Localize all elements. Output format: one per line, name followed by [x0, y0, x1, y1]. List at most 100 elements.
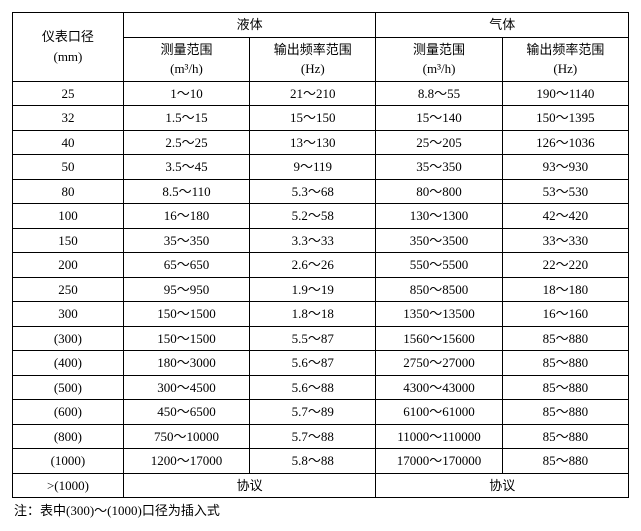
cell: (800) [13, 424, 124, 449]
cell: 93～930 [502, 155, 628, 180]
cell: 80 [13, 179, 124, 204]
cell: 6100～61000 [376, 400, 502, 425]
cell: 85～880 [502, 375, 628, 400]
cell: (500) [13, 375, 124, 400]
cell: 2750～27000 [376, 351, 502, 376]
table-row: (400)180～30005.6～872750～2700085～880 [13, 351, 629, 376]
spec-table: 仪表口径 (mm) 液体 气体 测量范围 (m³/h) 输出频率范围 (Hz) … [12, 12, 629, 498]
cell: 180～3000 [123, 351, 249, 376]
cell: 25 [13, 81, 124, 106]
cell: 8.8～55 [376, 81, 502, 106]
table-row: (800)750～100005.7～8811000～11000085～880 [13, 424, 629, 449]
table-row: (500)300～45005.6～884300～4300085～880 [13, 375, 629, 400]
header-range-label: 测量范围 [413, 42, 465, 57]
cell: 95～950 [123, 277, 249, 302]
cell: 21～210 [250, 81, 376, 106]
cell: 450～6500 [123, 400, 249, 425]
cell: 85～880 [502, 326, 628, 351]
cell: 42～420 [502, 204, 628, 229]
table-row: 300150～15001.8～181350～1350016～160 [13, 302, 629, 327]
cell: 5.7～88 [250, 424, 376, 449]
cell: 22～220 [502, 253, 628, 278]
table-row: 20065～6502.6～26550～550022～220 [13, 253, 629, 278]
cell: 750～10000 [123, 424, 249, 449]
cell: 85～880 [502, 424, 628, 449]
header-freq-unit: (Hz) [553, 61, 577, 76]
cell: 85～880 [502, 449, 628, 474]
header-gas: 气体 [376, 13, 629, 38]
table-row: 402.5～2513～13025～205126～1036 [13, 130, 629, 155]
cell: 300～4500 [123, 375, 249, 400]
cell: (300) [13, 326, 124, 351]
header-liquid: 液体 [123, 13, 376, 38]
header-range-unit: (m³/h) [423, 61, 456, 76]
cell: 85～880 [502, 400, 628, 425]
table-row: 251～1021～2108.8～55190～1140 [13, 81, 629, 106]
cell: 1.5～15 [123, 106, 249, 131]
cell: 550～5500 [376, 253, 502, 278]
cell: 65～650 [123, 253, 249, 278]
cell: 5.2～58 [250, 204, 376, 229]
cell: (400) [13, 351, 124, 376]
cell: 4300～43000 [376, 375, 502, 400]
cell: 1.8～18 [250, 302, 376, 327]
cell: 18～180 [502, 277, 628, 302]
cell: 200 [13, 253, 124, 278]
cell: 5.8～88 [250, 449, 376, 474]
footnote: 注：表中(300)～(1000)口径为插入式 [12, 500, 629, 519]
cell: 126～1036 [502, 130, 628, 155]
cell: 2.6～26 [250, 253, 376, 278]
header-freq-label: 输出频率范围 [526, 42, 604, 57]
cell: 5.7～89 [250, 400, 376, 425]
cell: 33～330 [502, 228, 628, 253]
cell: 35～350 [376, 155, 502, 180]
table-body: 251～1021～2108.8～55190～1140321.5～1515～150… [13, 81, 629, 498]
cell: 150 [13, 228, 124, 253]
table-row: (1000)1200～170005.8～8817000～17000085～880 [13, 449, 629, 474]
cell: 850～8500 [376, 277, 502, 302]
cell: 16～180 [123, 204, 249, 229]
cell: 85～880 [502, 351, 628, 376]
cell: 5.5～87 [250, 326, 376, 351]
cell: 300 [13, 302, 124, 327]
header-range-unit: (m³/h) [170, 61, 203, 76]
cell: >(1000) [13, 473, 124, 498]
cell: 250 [13, 277, 124, 302]
cell: 80～800 [376, 179, 502, 204]
cell: 150～1500 [123, 326, 249, 351]
cell: 150～1500 [123, 302, 249, 327]
header-freq-label: 输出频率范围 [274, 42, 352, 57]
header-gas-range: 测量范围 (m³/h) [376, 37, 502, 81]
header-liquid-range: 测量范围 (m³/h) [123, 37, 249, 81]
table-row: (600)450～65005.7～896100～6100085～880 [13, 400, 629, 425]
header-liquid-freq: 输出频率范围 (Hz) [250, 37, 376, 81]
cell: 13～130 [250, 130, 376, 155]
cell: 1350～13500 [376, 302, 502, 327]
cell: 9～119 [250, 155, 376, 180]
table-row: 15035～3503.3～33350～350033～330 [13, 228, 629, 253]
cell: 1560～15600 [376, 326, 502, 351]
cell: 5.6～87 [250, 351, 376, 376]
cell: 1～10 [123, 81, 249, 106]
header-diameter: 仪表口径 (mm) [13, 13, 124, 82]
cell: 40 [13, 130, 124, 155]
cell: 协议 [376, 473, 629, 498]
cell: 35～350 [123, 228, 249, 253]
cell: (1000) [13, 449, 124, 474]
header-diameter-unit: (mm) [53, 49, 82, 64]
cell: 17000～170000 [376, 449, 502, 474]
header-diameter-label: 仪表口径 [42, 29, 94, 44]
cell: 3.3～33 [250, 228, 376, 253]
cell: 1200～17000 [123, 449, 249, 474]
header-freq-unit: (Hz) [301, 61, 325, 76]
table-row: 10016～1805.2～58130～130042～420 [13, 204, 629, 229]
table-row: >(1000)协议协议 [13, 473, 629, 498]
cell: 53～530 [502, 179, 628, 204]
cell: 150～1395 [502, 106, 628, 131]
cell: 190～1140 [502, 81, 628, 106]
cell: 3.5～45 [123, 155, 249, 180]
cell: 350～3500 [376, 228, 502, 253]
cell: 5.6～88 [250, 375, 376, 400]
table-row: 321.5～1515～15015～140150～1395 [13, 106, 629, 131]
cell: 130～1300 [376, 204, 502, 229]
